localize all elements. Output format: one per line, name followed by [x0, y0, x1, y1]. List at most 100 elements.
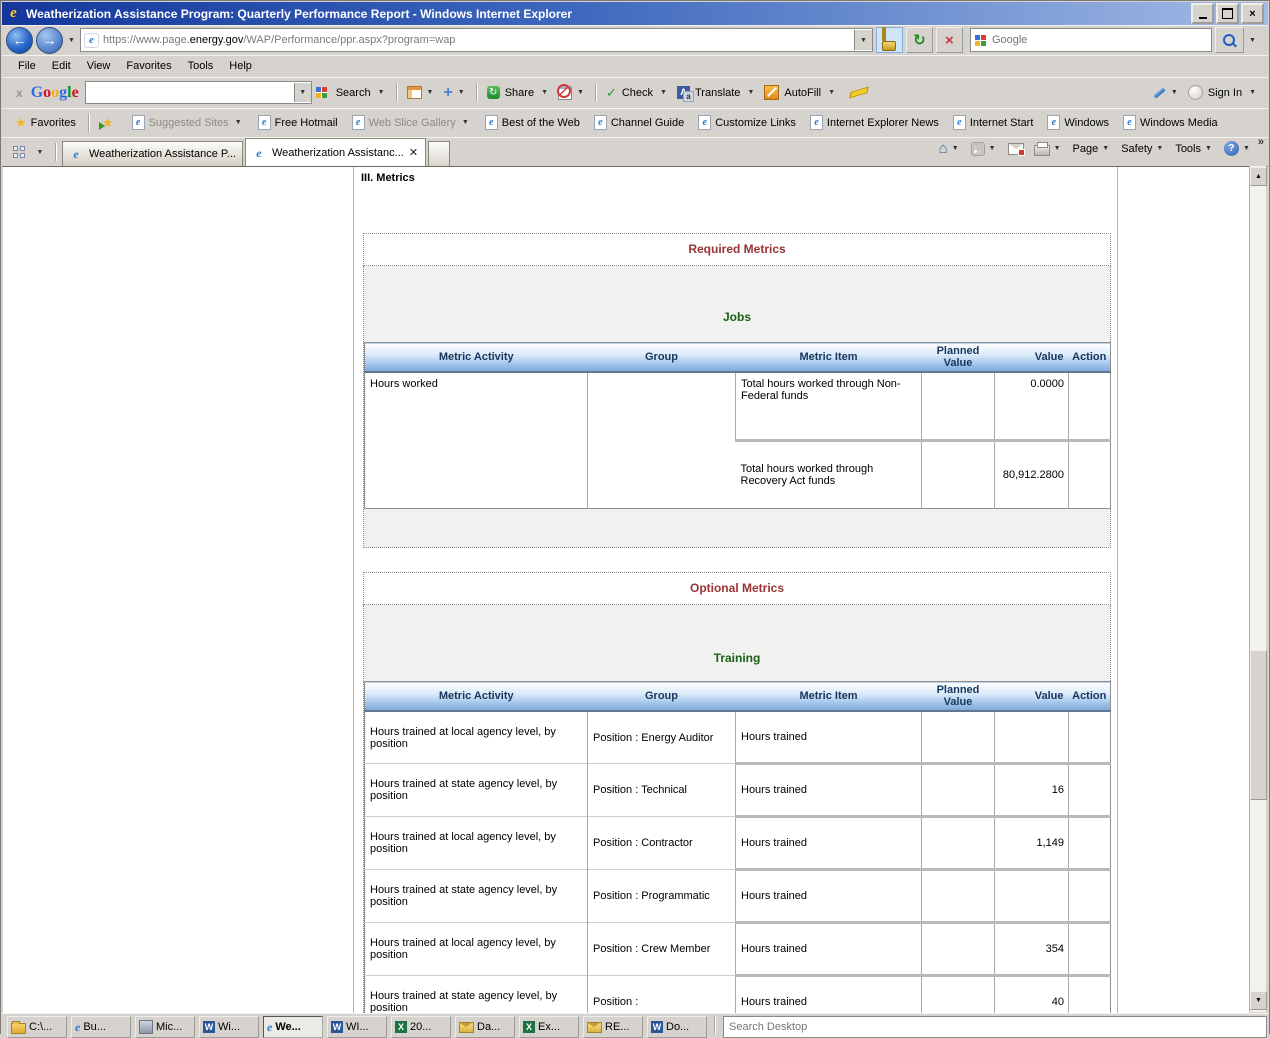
- google-toolbar: x Google ▼ Search ▼ ▼ + ▼ ↻ Share ▼ ▼ ✓ Chec…: [2, 77, 1268, 109]
- close-button[interactable]: ×: [1241, 3, 1264, 24]
- taskbar-button-browser-active[interactable]: e We...: [263, 1016, 323, 1038]
- more-commands-chevron[interactable]: »: [1257, 136, 1264, 148]
- desktop-search-input[interactable]: [723, 1016, 1267, 1038]
- favorites-link-internet-start[interactable]: e Internet Start: [945, 111, 1041, 134]
- security-lock-button[interactable]: [875, 27, 903, 53]
- favorites-link-ie-news[interactable]: e Internet Explorer News: [802, 111, 946, 134]
- google-search-button[interactable]: Search ▼: [311, 83, 391, 102]
- favorites-link-best-of-the-web[interactable]: e Best of the Web: [477, 111, 587, 134]
- metric-activity-cell: Hours worked: [364, 372, 588, 509]
- favorites-link-windows-media[interactable]: e Windows Media: [1116, 111, 1225, 134]
- google-search-field[interactable]: ▼: [84, 81, 312, 104]
- tab-list-dropdown[interactable]: ▼: [32, 140, 48, 164]
- vertical-scrollbar[interactable]: ▲ ▼: [1249, 166, 1267, 1012]
- tools-menu-button[interactable]: Tools ▼: [1171, 139, 1218, 158]
- favorites-link-suggested-sites[interactable]: e Suggested Sites ▼: [124, 111, 251, 134]
- menu-favorites[interactable]: Favorites: [126, 60, 172, 72]
- group-cell: Position : Contractor: [587, 816, 736, 870]
- bookmarks-button[interactable]: ▼: [402, 83, 440, 102]
- search-box[interactable]: [969, 28, 1212, 52]
- taskbar-button-excel-2[interactable]: X Ex...: [519, 1016, 579, 1038]
- add-to-favorites-bar-button[interactable]: ★: [94, 110, 125, 135]
- scroll-up-button[interactable]: ▲: [1250, 167, 1267, 186]
- content-right-border: [1117, 167, 1118, 1013]
- safety-menu-button[interactable]: Safety ▼: [1117, 139, 1170, 158]
- page-menu-button[interactable]: Page ▼: [1068, 139, 1116, 158]
- google-search-dropdown[interactable]: ▼: [293, 83, 311, 102]
- scroll-down-button[interactable]: ▼: [1250, 991, 1267, 1010]
- col-metric-item: Metric Item: [735, 681, 922, 712]
- forward-button[interactable]: →: [36, 26, 63, 54]
- tab-weatherization-1[interactable]: e Weatherization Assistance P...: [62, 141, 243, 166]
- taskbar-button-app[interactable]: Mic...: [135, 1016, 195, 1038]
- search-input[interactable]: [989, 33, 1211, 47]
- taskbar-button-mail-1[interactable]: Da...: [455, 1016, 515, 1038]
- autofill-button[interactable]: AutoFill ▼: [760, 82, 841, 103]
- add-gadget-button[interactable]: + ▼: [439, 84, 471, 101]
- highlighter-button[interactable]: [841, 86, 877, 99]
- url-history-dropdown[interactable]: ▼: [853, 30, 872, 50]
- feeds-button[interactable]: ▼: [966, 138, 1002, 159]
- google-search-input[interactable]: [85, 85, 294, 100]
- favorites-button[interactable]: ★ Favorites: [8, 110, 83, 135]
- taskbar-button-word-3[interactable]: W Do...: [647, 1016, 707, 1038]
- new-tab-stub[interactable]: [428, 141, 451, 166]
- close-tab-icon[interactable]: ✕: [408, 147, 419, 159]
- minimize-button[interactable]: [1191, 3, 1214, 24]
- favorites-link-channel-guide[interactable]: e Channel Guide: [586, 111, 692, 134]
- tab-weatherization-2-active[interactable]: e Weatherization Assistanc... ✕: [244, 138, 427, 166]
- menu-view[interactable]: View: [86, 60, 111, 72]
- action-cell: [1068, 372, 1111, 441]
- jobs-category-title: Jobs: [722, 310, 751, 324]
- menu-file[interactable]: File: [18, 60, 36, 72]
- required-metrics-body: Jobs Metric Activity Group Metric Item P…: [363, 266, 1111, 548]
- col-metric-activity: Metric Activity: [364, 342, 588, 373]
- metric-activity-cell: Hours trained at local agency level, by …: [364, 711, 588, 764]
- spellcheck-button[interactable]: ✓ Check ▼: [601, 81, 673, 104]
- search-go-button[interactable]: [1214, 27, 1244, 53]
- ie-favicon: e: [73, 147, 79, 161]
- group-cell: Position : Technical: [587, 763, 736, 817]
- taskbar-button-browser-1[interactable]: e Bu...: [71, 1016, 131, 1038]
- sign-in-button[interactable]: Sign In ▼: [1183, 82, 1262, 103]
- planned-value-cell: [921, 921, 995, 976]
- popup-blocker-button[interactable]: ▼: [554, 82, 590, 103]
- recent-pages-dropdown[interactable]: ▼: [68, 36, 75, 44]
- stop-button[interactable]: ×: [935, 27, 963, 53]
- ie-page-icon: e: [351, 115, 365, 130]
- refresh-button[interactable]: ↻: [905, 27, 933, 53]
- ie-page-icon: e: [131, 115, 145, 130]
- close-toolbar-icon[interactable]: x: [16, 85, 23, 100]
- favorites-link-web-slice-gallery[interactable]: e Web Slice Gallery ▼: [344, 111, 478, 134]
- url-text: https://www.page.energy.gov/WAP/Performa…: [103, 34, 456, 46]
- scrollbar-thumb[interactable]: [1250, 650, 1267, 800]
- favorites-link-windows[interactable]: e Windows: [1040, 111, 1117, 134]
- maximize-button[interactable]: [1216, 3, 1239, 24]
- toolbar-options-button[interactable]: ▼: [1148, 86, 1184, 99]
- quick-tabs-button[interactable]: [6, 140, 32, 164]
- taskbar-button-explorer[interactable]: C:\...: [7, 1016, 67, 1038]
- search-icon: [1223, 34, 1236, 46]
- print-button[interactable]: ▼: [1029, 138, 1067, 159]
- group-cell: Position : Programmatic: [587, 869, 736, 923]
- menu-edit[interactable]: Edit: [51, 60, 71, 72]
- translate-button[interactable]: ATranslate▼: [672, 83, 761, 102]
- favorites-link-free-hotmail[interactable]: e Free Hotmail: [250, 111, 345, 134]
- favorites-link-customize-links[interactable]: e Customize Links: [691, 111, 803, 134]
- menu-help[interactable]: Help: [229, 60, 252, 72]
- menu-tools[interactable]: Tools: [187, 60, 214, 72]
- printer-icon: [1033, 142, 1050, 156]
- search-options-dropdown[interactable]: ▼: [1248, 36, 1256, 44]
- taskbar-button-mail-2[interactable]: RE...: [583, 1016, 643, 1038]
- url-field[interactable]: e https://www.page.energy.gov/WAP/Perfor…: [79, 28, 873, 52]
- taskbar-button-excel-1[interactable]: X 20...: [391, 1016, 451, 1038]
- table-row: Hours worked Total hours worked through …: [364, 372, 1111, 509]
- home-button[interactable]: ⌂ ▼: [934, 139, 965, 158]
- taskbar-button-word-2[interactable]: W WI...: [327, 1016, 387, 1038]
- read-mail-button[interactable]: [1003, 139, 1028, 158]
- share-button[interactable]: ↻ Share ▼: [482, 83, 555, 102]
- back-button[interactable]: ←: [6, 26, 33, 54]
- taskbar-button-word-1[interactable]: W Wi...: [199, 1016, 259, 1038]
- google-logo: Google: [30, 83, 79, 101]
- help-button[interactable]: ? ▼: [1219, 138, 1256, 159]
